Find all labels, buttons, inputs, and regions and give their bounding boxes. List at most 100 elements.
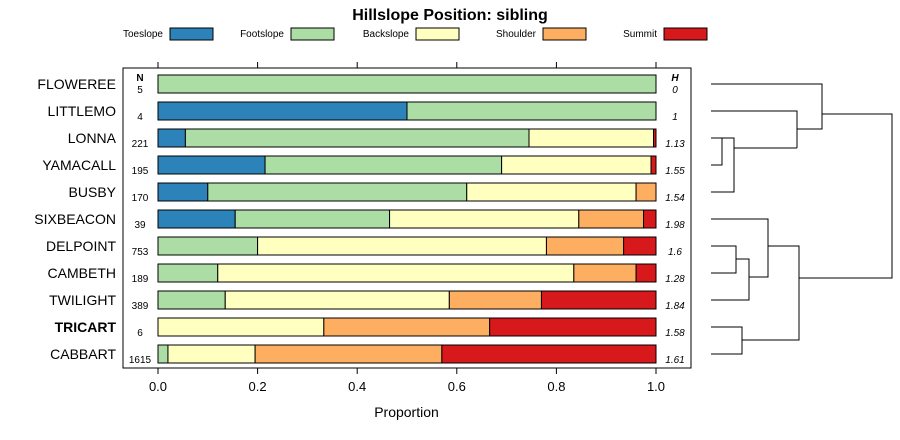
- bar-lonna-summit: [653, 128, 657, 148]
- row-label-littlemo: LITTLEMO: [48, 103, 117, 119]
- dendrogram: [711, 83, 893, 355]
- row-label-lonna: LONNA: [68, 130, 117, 146]
- row-sixbeacon: SIXBEACON 39 1.98: [34, 209, 685, 231]
- n-value-floweree: 5: [137, 85, 143, 96]
- bar-busby-backslope: [466, 182, 637, 202]
- bar-rows: FLOWEREE 5 0 LITTLEMO 4 1 LONNA 221 1.13 YAMACALL…: [34, 74, 685, 366]
- row-label-tricart: TRICART: [55, 319, 117, 335]
- bar-cambeth-backslope: [217, 263, 575, 283]
- bar-twilight-shoulder: [448, 290, 542, 310]
- legend-swatch-shoulder: [542, 27, 587, 41]
- row-label-busby: BUSBY: [69, 184, 117, 200]
- bar-busby-shoulder: [635, 182, 657, 202]
- bar-twilight-summit: [540, 290, 657, 310]
- row-label-delpoint: DELPOINT: [46, 238, 116, 254]
- h-value-cambeth: 1.28: [665, 274, 685, 285]
- bar-sixbeacon-toeslope: [157, 209, 236, 229]
- n-header: N: [136, 73, 143, 84]
- dendrogram-branch: [711, 83, 823, 130]
- row-label-yamacall: YAMACALL: [42, 157, 116, 173]
- x-tick-label-0.6: 0.6: [448, 379, 466, 394]
- row-floweree: FLOWEREE 5 0: [37, 74, 678, 96]
- x-axis-title: Proportion: [374, 404, 439, 420]
- dendrogram-branch: [711, 245, 737, 274]
- dendrogram-branch: [711, 326, 743, 355]
- bar-delpoint-backslope: [257, 236, 547, 256]
- legend-label-backslope: Backslope: [363, 29, 410, 40]
- legend-label-toeslope: Toeslope: [123, 29, 163, 40]
- bar-yamacall-summit: [650, 155, 657, 175]
- legend: Toeslope Footslope Backslope Shoulder Summit: [123, 27, 708, 41]
- n-value-cambeth: 189: [132, 274, 149, 285]
- x-axis: 0.0 0.2 0.4 0.6 0.8 1.0: [149, 62, 665, 394]
- n-value-yamacall: 195: [132, 166, 149, 177]
- legend-swatch-backslope: [415, 27, 460, 41]
- dendrogram-branch: [711, 137, 734, 166]
- legend-label-shoulder: Shoulder: [496, 29, 537, 40]
- n-value-busby: 170: [132, 193, 149, 204]
- row-twilight: TWILIGHT 389 1.84: [49, 290, 685, 312]
- bar-twilight-footslope: [157, 290, 226, 310]
- bar-cambeth-shoulder: [573, 263, 637, 283]
- h-value-lonna: 1.13: [665, 139, 685, 150]
- plot-frame: [122, 67, 692, 369]
- row-cambeth: CAMBETH 189 1.28: [48, 263, 685, 285]
- h-value-yamacall: 1.55: [665, 166, 685, 177]
- h-value-floweree: 0: [672, 85, 678, 96]
- bar-busby-toeslope: [157, 182, 209, 202]
- row-label-sixbeacon: SIXBEACON: [34, 211, 116, 227]
- bar-tricart-summit: [489, 317, 657, 337]
- bar-lonna-toeslope: [157, 128, 186, 148]
- bar-yamacall-toeslope: [157, 155, 266, 175]
- n-value-cabbart: 1615: [129, 355, 152, 366]
- row-label-cabbart: CABBART: [50, 346, 116, 362]
- x-tick-label-0.8: 0.8: [547, 379, 565, 394]
- x-tick-label-0.2: 0.2: [249, 379, 267, 394]
- row-label-floweree: FLOWEREE: [37, 76, 116, 92]
- legend-label-footslope: Footslope: [240, 29, 284, 40]
- h-header: H: [671, 73, 679, 84]
- h-value-cabbart: 1.61: [665, 355, 684, 366]
- bar-cambeth-footslope: [157, 263, 219, 283]
- chart-title: Hillslope Position: sibling: [352, 7, 548, 24]
- bar-tricart-backslope: [157, 317, 325, 337]
- h-value-twilight: 1.84: [665, 301, 685, 312]
- legend-swatch-toeslope: [169, 27, 214, 41]
- n-value-twilight: 389: [132, 301, 149, 312]
- bar-yamacall-backslope: [501, 155, 652, 175]
- h-value-littlemo: 1: [672, 112, 678, 123]
- row-label-twilight: TWILIGHT: [49, 292, 116, 308]
- dendrogram-branch: [711, 110, 798, 148]
- legend-swatch-summit: [663, 27, 708, 41]
- bar-delpoint-footslope: [157, 236, 259, 256]
- bar-cabbart-backslope: [167, 344, 256, 364]
- h-value-tricart: 1.58: [665, 328, 685, 339]
- bar-floweree-footslope: [157, 74, 657, 94]
- h-value-sixbeacon: 1.98: [665, 220, 685, 231]
- bar-cambeth-summit: [635, 263, 657, 283]
- n-value-sixbeacon: 39: [134, 220, 146, 231]
- bar-sixbeacon-backslope: [389, 209, 580, 229]
- n-value-lonna: 221: [132, 139, 149, 150]
- h-value-busby: 1.54: [665, 193, 685, 204]
- dendrogram-branch: [742, 245, 800, 341]
- x-tick-label-0.0: 0.0: [149, 379, 167, 394]
- bar-yamacall-footslope: [264, 155, 503, 175]
- bar-lonna-backslope: [528, 128, 655, 148]
- legend-label-summit: Summit: [623, 29, 657, 40]
- bar-sixbeacon-summit: [643, 209, 657, 229]
- bar-littlemo-footslope: [406, 101, 657, 121]
- bar-sixbeacon-shoulder: [578, 209, 645, 229]
- row-delpoint: DELPOINT 753 1.6: [46, 236, 682, 258]
- n-value-delpoint: 753: [132, 247, 149, 258]
- row-busby: BUSBY 170 1.54: [69, 182, 685, 204]
- dendrogram-branch: [799, 113, 893, 279]
- bar-littlemo-toeslope: [157, 101, 408, 121]
- bar-tricart-shoulder: [323, 317, 491, 337]
- legend-swatch-footslope: [290, 27, 335, 41]
- row-lonna: LONNA 221 1.13: [68, 128, 685, 150]
- n-value-littlemo: 4: [137, 112, 143, 123]
- row-label-cambeth: CAMBETH: [48, 265, 116, 281]
- bar-twilight-backslope: [224, 290, 450, 310]
